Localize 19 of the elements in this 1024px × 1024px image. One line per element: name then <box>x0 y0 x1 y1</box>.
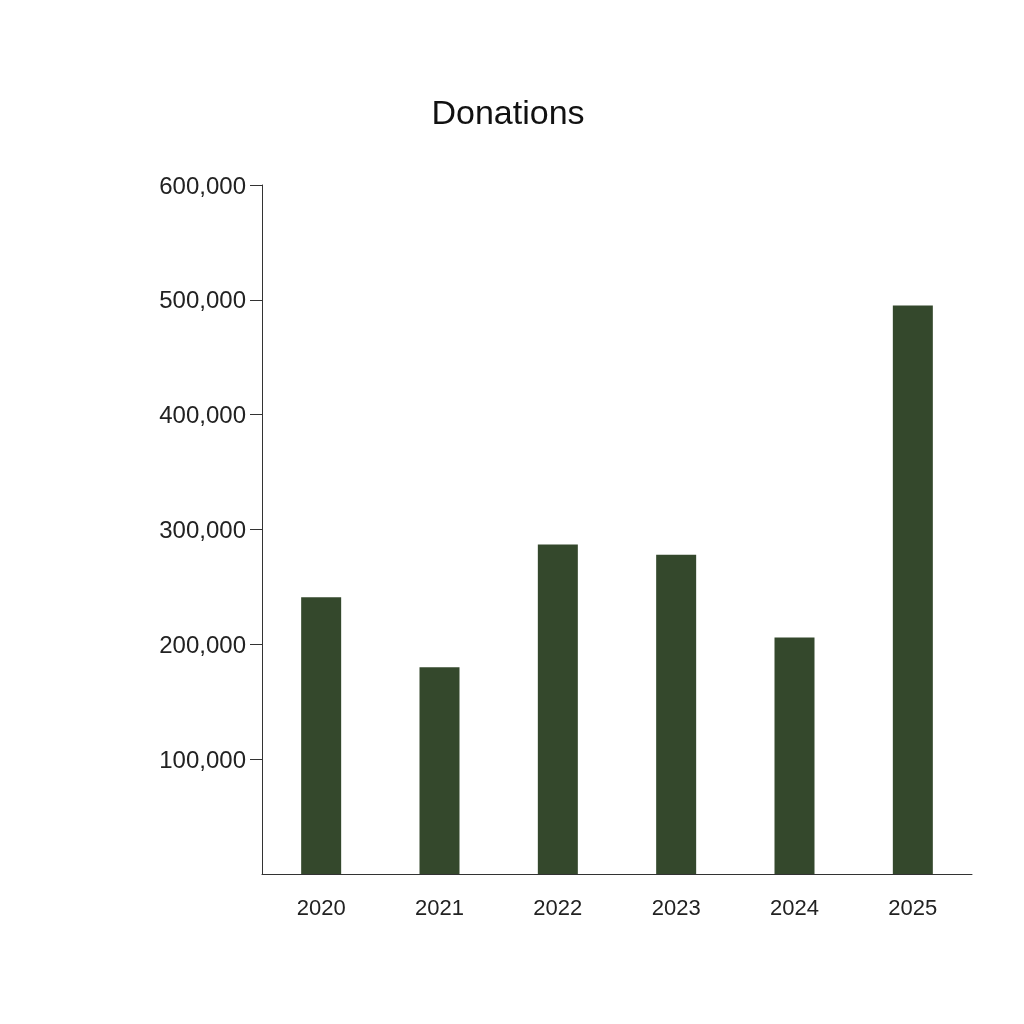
bar <box>774 637 815 874</box>
y-tick-label: 200,000 <box>159 630 246 658</box>
y-tick-label: 600,000 <box>159 171 246 199</box>
x-tick-label: 2020 <box>296 894 346 920</box>
x-tick-label: 2024 <box>770 894 819 920</box>
y-tick-label: 100,000 <box>159 745 246 773</box>
bar <box>301 597 342 874</box>
bar <box>656 554 697 874</box>
x-tick-label: 2022 <box>533 894 583 920</box>
bar <box>892 305 933 874</box>
y-tick-label: 500,000 <box>159 286 246 314</box>
bar <box>419 667 460 874</box>
bar <box>537 544 578 874</box>
x-tick-label: 2025 <box>888 894 938 920</box>
y-tick-label: 400,000 <box>159 401 246 429</box>
chart-title: Donations <box>431 93 585 131</box>
x-tick-label: 2021 <box>415 894 464 920</box>
y-tick-label: 300,000 <box>159 516 246 543</box>
x-tick-label: 2023 <box>651 894 701 920</box>
